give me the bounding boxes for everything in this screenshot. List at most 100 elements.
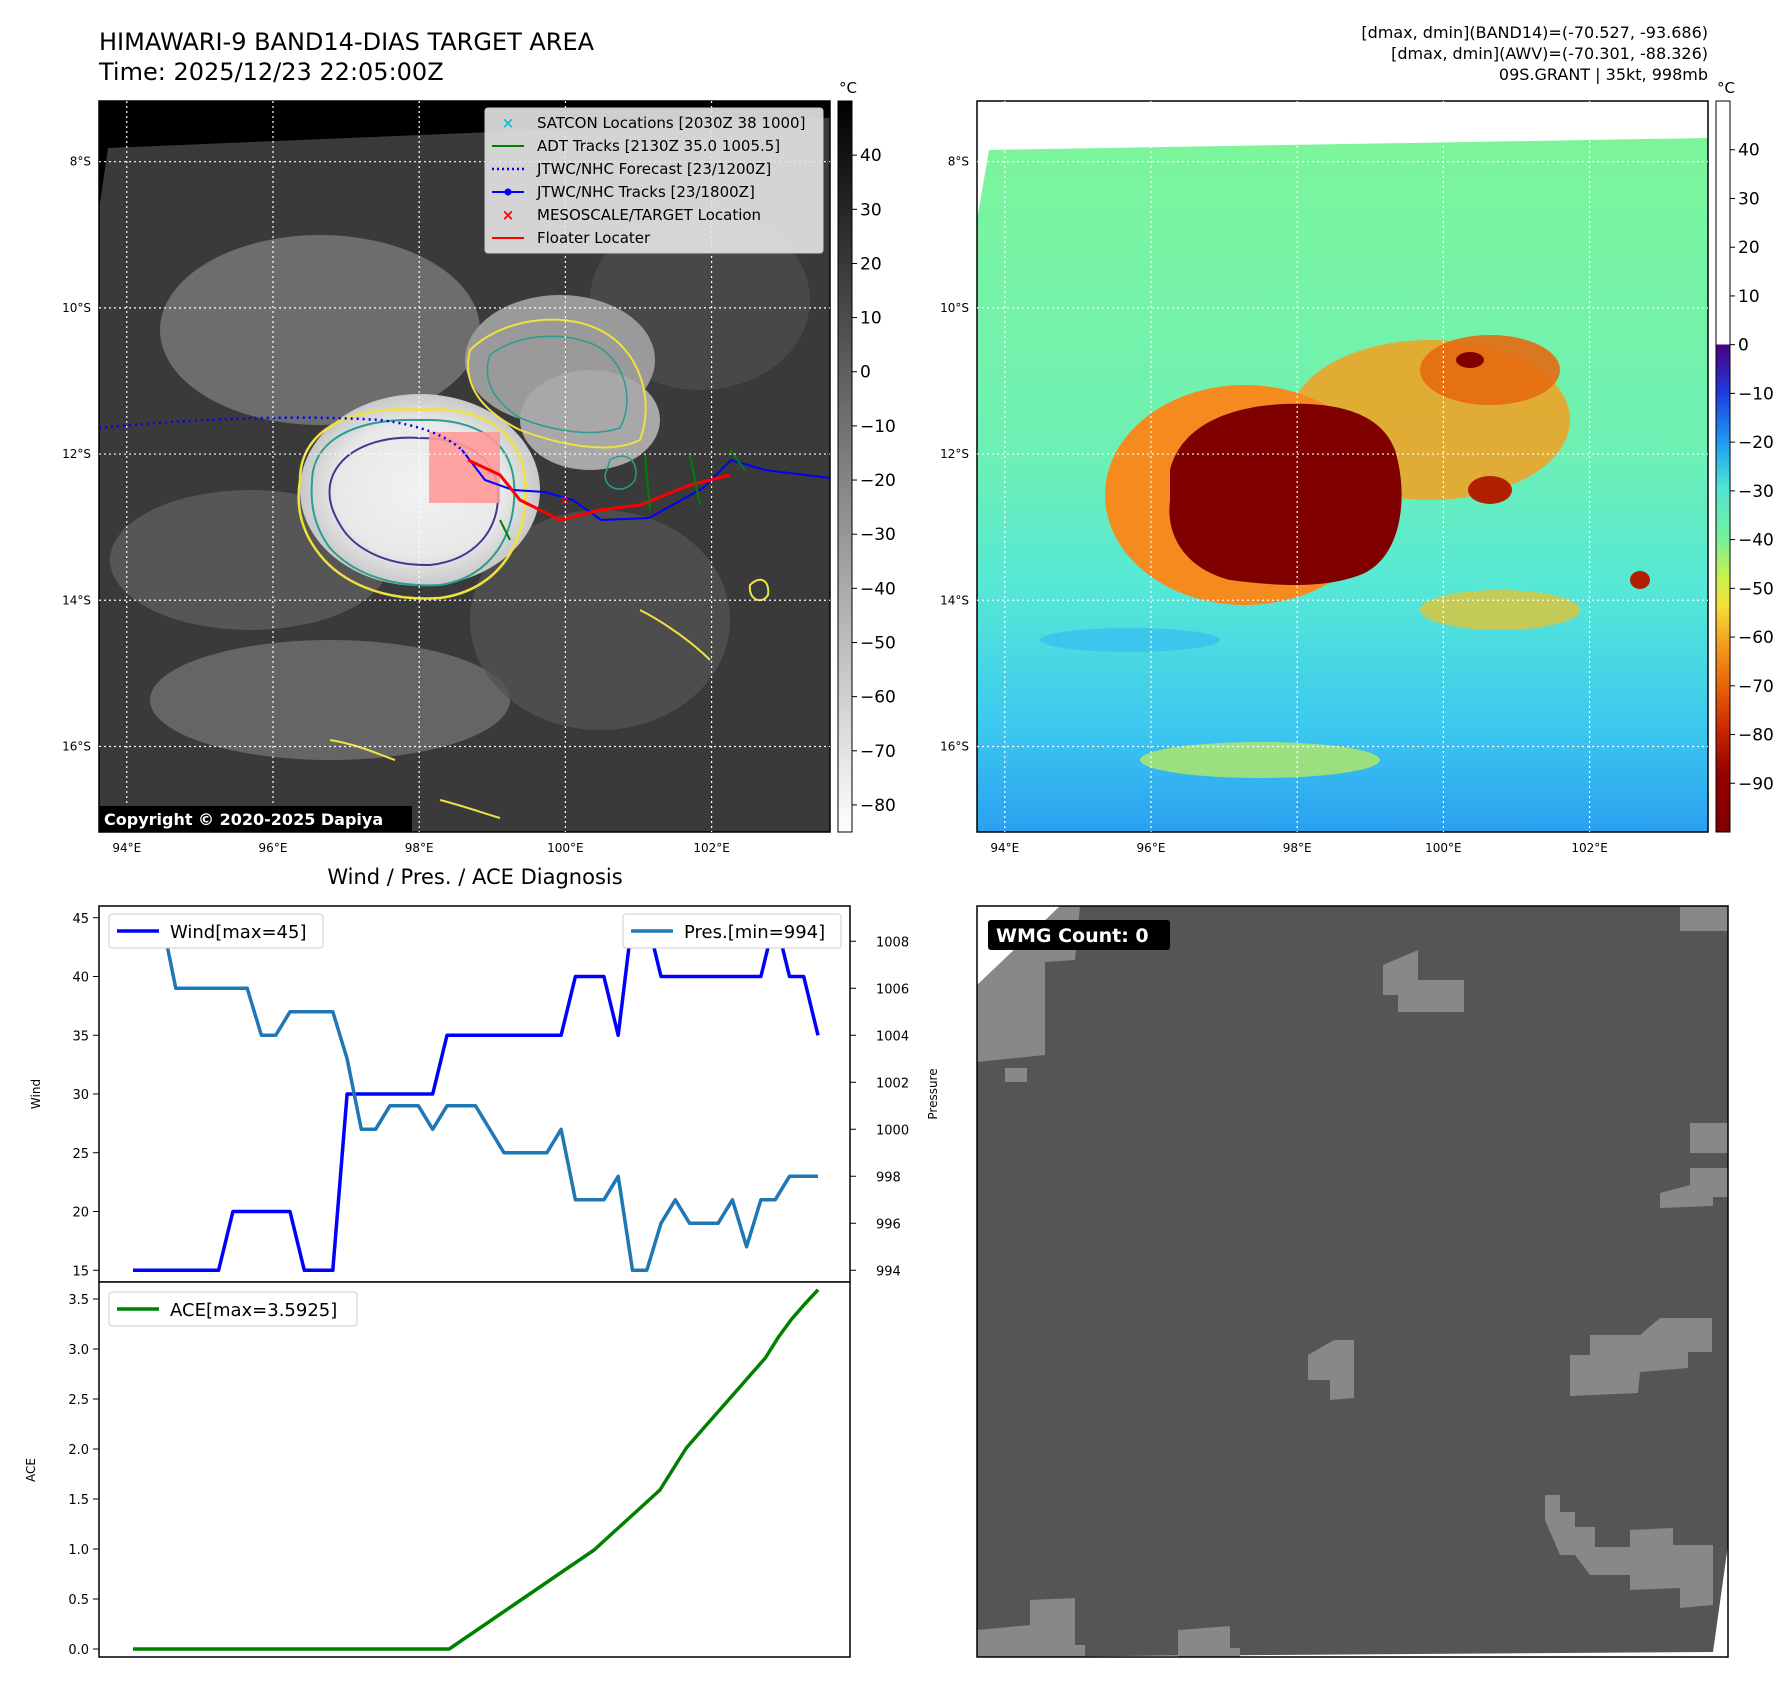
- legend-label: ADT Tracks [2130Z 35.0 1005.5]: [537, 137, 780, 155]
- ir-lat-label: 10°S: [62, 301, 91, 315]
- colorbar-tick-label: −10: [1738, 384, 1774, 404]
- pressure-ytick-label: 998: [876, 1170, 901, 1185]
- diagnosis-title: Wind / Pres. / ACE Diagnosis: [327, 865, 622, 889]
- pressure-ytick-label: 1008: [876, 935, 909, 950]
- ace-chart: 0.0 0.5 1.0 1.5 2.0 2.5 3.0 3.5 ACE[max=3.5925]…: [24, 1281, 851, 1658]
- colorbar-tick-label: −50: [860, 633, 896, 653]
- wind-legend-label: Wind[max=45]: [170, 922, 307, 943]
- wind-legend-box: [108, 913, 324, 949]
- ir-panel: × 94°E 96°E 98°E 100°E 102°E 8°S 10°S 12°S 14°S 1…: [62, 79, 896, 855]
- awv-gridlines: [977, 101, 1708, 832]
- awv-lat-label: 14°S: [940, 593, 969, 607]
- figure-title-line2: Time: 2025/12/23 22:05:00Z: [98, 58, 444, 86]
- wind-series-line: [133, 916, 820, 1273]
- ir-lon-label: 94°E: [112, 841, 141, 855]
- copyright-badge: Copyright © 2020-2025 Dapiya: [99, 806, 412, 832]
- colorbar-tick-label: −20: [860, 471, 896, 491]
- colorbar-tick-label: 20: [1738, 238, 1760, 258]
- legend-label: MESOSCALE/TARGET Location: [537, 206, 761, 224]
- ir-lat-label: 12°S: [62, 447, 91, 461]
- colorbar-tick-label: 10: [1738, 287, 1760, 307]
- colorbar-tick-label: 30: [860, 200, 882, 220]
- ir-lon-label: 98°E: [405, 841, 434, 855]
- ir-axis-ticks: 94°E 96°E 98°E 100°E 102°E 8°S 10°S 12°S 14°S 16°…: [62, 155, 730, 855]
- wmg-count-label: WMG Count: 0: [996, 925, 1149, 947]
- awv-colorbar: °C 40 30 20 10 0 −10 −20 −30 −40 −50 −60 −70 −80 −90: [1715, 79, 1774, 833]
- colorbar-tick-label: 20: [860, 254, 882, 274]
- ir-colorbar: °C 40 30 20 10 0 −10 −20 −30 −40 −50 −60 −70 −80: [837, 79, 896, 833]
- pressure-ytick-label: 1006: [876, 982, 909, 997]
- awv-lon-label: 96°E: [1137, 841, 1166, 855]
- info-line3: 09S.GRANT | 35kt, 998mb: [1499, 65, 1708, 84]
- ir-lon-label: 102°E: [693, 841, 730, 855]
- awv-lat-label: 12°S: [940, 447, 969, 461]
- colorbar-tick-label: −90: [1738, 774, 1774, 794]
- colorbar-tick-label: −30: [1738, 482, 1774, 502]
- awv-lat-label: 8°S: [948, 155, 969, 169]
- legend-label: JTWC/NHC Forecast [23/1200Z]: [536, 160, 771, 178]
- legend-label: SATCON Locations [2030Z 38 1000]: [537, 114, 805, 132]
- pressure-ytick-label: 996: [876, 1217, 901, 1232]
- pressure-legend-box: [622, 913, 842, 949]
- colorbar-tick-label: −70: [860, 742, 896, 762]
- ace-ytick-label: 1.5: [68, 1493, 89, 1508]
- legend-label: Floater Locater: [537, 229, 651, 247]
- colorbar-tick-label: 40: [860, 146, 882, 166]
- awv-panel: 94°E 96°E 98°E 100°E 102°E 8°S 10°S 12°S 14°S 16°…: [940, 79, 1774, 855]
- awv-lat-label: 16°S: [940, 739, 969, 753]
- pressure-ytick-label: 994: [876, 1264, 901, 1279]
- legend-label: JTWC/NHC Tracks [23/1800Z]: [536, 183, 755, 201]
- ir-lon-label: 96°E: [259, 841, 288, 855]
- wmg-panel: WMG Count: 0: [976, 905, 1729, 1658]
- wind-pressure-chart: 15 20 25 30 35 40 45 994 996 998 1000 1002 1004 1006 1…: [29, 905, 940, 1283]
- pressure-ytick-label: 1000: [876, 1123, 909, 1138]
- colorbar-tick-label: −20: [1738, 433, 1774, 453]
- colorbar-tick-label: 30: [1738, 189, 1760, 209]
- colorbar-tick-label: −80: [1738, 726, 1774, 746]
- awv-lon-label: 98°E: [1283, 841, 1312, 855]
- colorbar-tick-label: −60: [860, 688, 896, 708]
- wind-ylabel: Wind: [29, 1079, 43, 1109]
- awv-colorbar-unit: °C: [1717, 79, 1735, 97]
- awv-imagery: [977, 101, 1708, 832]
- colorbar-tick-label: 40: [1738, 141, 1760, 161]
- pressure-ytick-label: 1002: [876, 1076, 909, 1091]
- colorbar-tick-label: −60: [1738, 628, 1774, 648]
- colorbar-tick-label: −40: [1738, 531, 1774, 551]
- colorbar-tick-label: 0: [1738, 336, 1749, 356]
- pressure-legend-label: Pres.[min=994]: [684, 922, 825, 943]
- info-line2: [dmax, dmin](AWV)=(-70.301, -88.326): [1391, 44, 1708, 63]
- ace-ytick-label: 3.0: [68, 1343, 89, 1358]
- ace-series-line: [133, 1288, 820, 1651]
- legend-marker-x: ×: [502, 114, 515, 132]
- colorbar-tick-label: −30: [860, 525, 896, 545]
- ace-ytick-label: 3.5: [68, 1293, 89, 1308]
- colorbar-tick-label: −40: [860, 579, 896, 599]
- ir-lat-label: 14°S: [62, 593, 91, 607]
- awv-lon-label: 100°E: [1425, 841, 1462, 855]
- ace-ytick-label: 1.0: [68, 1543, 89, 1558]
- ace-legend-box: [108, 1291, 358, 1327]
- ace-legend-label: ACE[max=3.5925]: [170, 1300, 337, 1321]
- wind-ytick-label: 20: [72, 1206, 89, 1221]
- ace-ylabel: ACE: [24, 1458, 38, 1482]
- ir-lat-label: 16°S: [62, 739, 91, 753]
- awv-lon-label: 94°E: [990, 841, 1019, 855]
- ace-ytick-label: 2.0: [68, 1443, 89, 1458]
- pressure-ylabel: Pressure: [926, 1068, 940, 1119]
- ir-lat-label: 8°S: [70, 155, 91, 169]
- wind-ytick-label: 25: [72, 1147, 89, 1162]
- wind-ytick-label: 40: [72, 971, 89, 986]
- colorbar-tick-label: −50: [1738, 579, 1774, 599]
- ace-ytick-label: 2.5: [68, 1393, 89, 1408]
- colorbar-tick-label: −80: [860, 796, 896, 816]
- figure-title-line1: HIMAWARI-9 BAND14-DIAS TARGET AREA: [99, 28, 595, 56]
- ir-legend: × SATCON Locations [2030Z 38 1000] ADT Tra…: [484, 107, 824, 254]
- colorbar-tick-label: 0: [860, 363, 871, 383]
- colorbar-tick-label: 10: [860, 309, 882, 329]
- wind-ytick-label: 30: [72, 1088, 89, 1103]
- wind-ytick-label: 15: [72, 1264, 89, 1279]
- pressure-ytick-label: 1004: [876, 1029, 909, 1044]
- awv-lon-label: 102°E: [1571, 841, 1608, 855]
- ir-colorbar-unit: °C: [839, 79, 857, 97]
